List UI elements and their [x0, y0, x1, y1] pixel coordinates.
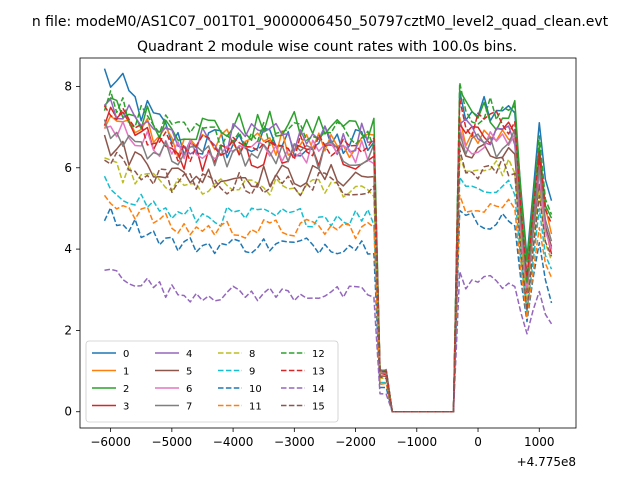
series-line-10 — [103, 207, 553, 413]
y-axis: 0 2 4 6 8 — [64, 79, 80, 419]
legend-label-10: 10 — [249, 384, 262, 395]
legend-label-1: 1 — [123, 367, 129, 378]
x-tick-label: −2000 — [335, 435, 376, 449]
series-line-11 — [103, 194, 553, 413]
legend-label-12: 12 — [312, 349, 325, 360]
y-tick-label: 6 — [64, 161, 72, 175]
chart-suptitle: n file: modeM0/AS1C07_001T01_9000006450_… — [32, 14, 609, 30]
series-line-12 — [103, 81, 553, 413]
y-tick-label: 2 — [64, 323, 72, 337]
x-tick-label: −6000 — [90, 435, 131, 449]
legend-label-13: 13 — [312, 367, 325, 378]
y-tick-label: 0 — [64, 405, 72, 419]
series-line-9 — [103, 175, 553, 413]
y-tick-label: 8 — [64, 79, 72, 93]
x-tick-label: −5000 — [152, 435, 193, 449]
y-tick-label: 4 — [64, 242, 72, 256]
series-line-0 — [103, 68, 553, 413]
legend-label-11: 11 — [249, 402, 262, 413]
x-tick-label: −4000 — [213, 435, 254, 449]
x-tick-label: 0 — [474, 435, 482, 449]
series-line-6 — [104, 121, 553, 413]
series-line-5 — [103, 134, 553, 413]
x-axis: −6000 −5000 −4000 −3000 −2000 −1000 0 1000 — [90, 428, 555, 449]
plot-frame — [79, 57, 577, 429]
legend-label-5: 5 — [186, 367, 192, 378]
legend-label-4: 4 — [186, 349, 192, 360]
chart-title: Quadrant 2 module wise count rates with … — [137, 39, 517, 55]
legend-box — [85, 340, 339, 423]
legend-label-6: 6 — [186, 384, 192, 395]
series-line-14 — [104, 268, 553, 413]
x-tick-label: −3000 — [274, 435, 315, 449]
x-tick-label: −1000 — [396, 435, 437, 449]
legend-label-9: 9 — [249, 367, 255, 378]
series-line-15 — [104, 148, 553, 413]
legend-label-8: 8 — [249, 349, 255, 360]
legend-label-7: 7 — [186, 402, 192, 413]
x-tick-label: 1000 — [524, 435, 555, 449]
series-line-7 — [103, 119, 553, 413]
legend-label-2: 2 — [123, 384, 129, 395]
series-layer — [103, 68, 553, 413]
legend-label-14: 14 — [312, 384, 325, 395]
legend-label-15: 15 — [312, 402, 325, 413]
series-line-8 — [104, 157, 553, 413]
legend-label-3: 3 — [123, 402, 129, 413]
series-line-13 — [103, 98, 553, 413]
x-offset-label: +4.775e8 — [517, 455, 576, 469]
legend-label-0: 0 — [123, 349, 129, 360]
